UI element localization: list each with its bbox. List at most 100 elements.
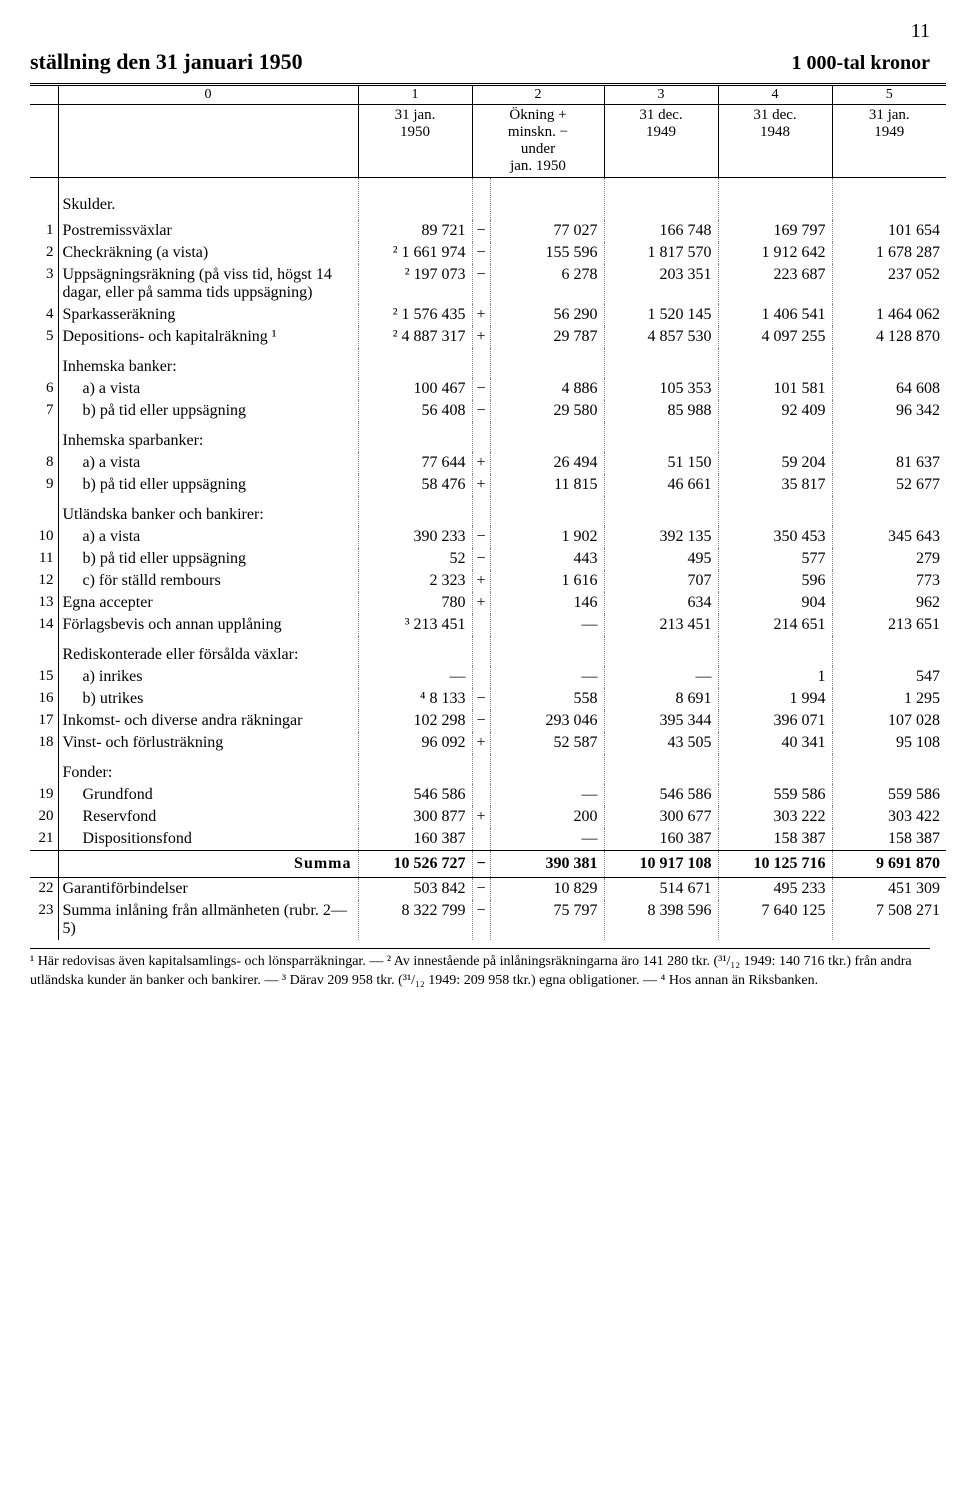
cell-c1: 390 233	[358, 526, 472, 548]
head-c4: 31 dec. 1948	[718, 105, 832, 178]
coln-1: 1	[358, 85, 472, 105]
cell-c3: 546 586	[604, 784, 718, 806]
cell-c5: 1 464 062	[832, 304, 946, 326]
coln-3: 3	[604, 85, 718, 105]
row-index: 9	[30, 474, 58, 496]
row-label: b) på tid eller uppsägning	[58, 474, 358, 496]
cell-c3: 203 351	[604, 264, 718, 304]
table-row: 2Checkräkning (a vista)² 1 661 974−155 5…	[30, 242, 946, 264]
table-row: 23Summa inlåning från allmänheten (rubr.…	[30, 900, 946, 940]
cell-sign: −	[472, 900, 490, 940]
cell-sign: −	[472, 878, 490, 901]
summa-c5: 9 691 870	[832, 851, 946, 878]
cell-sign	[472, 614, 490, 636]
cell-c3: 634	[604, 592, 718, 614]
table-row: 7b) på tid eller uppsägning56 408−29 580…	[30, 400, 946, 422]
cell-c5: 559 586	[832, 784, 946, 806]
row-index: 19	[30, 784, 58, 806]
cell-c2: 77 027	[490, 220, 604, 242]
cell-c4: 7 640 125	[718, 900, 832, 940]
cell-c5: 279	[832, 548, 946, 570]
table-row: Fonder:	[30, 754, 946, 784]
table-row: 18Vinst- och förlusträkning96 092+52 587…	[30, 732, 946, 754]
cell-c5: 773	[832, 570, 946, 592]
row-label: Grundfond	[58, 784, 358, 806]
cell-c4: 1	[718, 666, 832, 688]
cell-c4: 1 994	[718, 688, 832, 710]
head-c5: 31 jan. 1949	[832, 105, 946, 178]
group-label: Rediskonterade eller försålda växlar:	[58, 636, 358, 666]
table-row: 8a) a vista77 644+26 49451 15059 20481 6…	[30, 452, 946, 474]
cell-c5: 1 295	[832, 688, 946, 710]
row-label: b) utrikes	[58, 688, 358, 710]
cell-c3: 4 857 530	[604, 326, 718, 348]
cell-c3: 392 135	[604, 526, 718, 548]
cell-c2: 443	[490, 548, 604, 570]
cell-c5: 96 342	[832, 400, 946, 422]
cell-c1: ² 197 073	[358, 264, 472, 304]
cell-c2: 200	[490, 806, 604, 828]
cell-c3: 707	[604, 570, 718, 592]
cell-c3: 166 748	[604, 220, 718, 242]
cell-c4: 1 406 541	[718, 304, 832, 326]
cell-sign: −	[472, 526, 490, 548]
row-label: a) inrikes	[58, 666, 358, 688]
table-row: 20Reservfond300 877+200300 677303 222303…	[30, 806, 946, 828]
row-index: 17	[30, 710, 58, 732]
summa-row: Summa10 526 727−390 38110 917 10810 125 …	[30, 851, 946, 878]
cell-c2: 26 494	[490, 452, 604, 474]
row-index: 21	[30, 828, 58, 851]
cell-c1: 2 323	[358, 570, 472, 592]
cell-c4: 35 817	[718, 474, 832, 496]
cell-sign: +	[472, 326, 490, 348]
group-label: Utländska banker och bankirer:	[58, 496, 358, 526]
cell-c5: 1 678 287	[832, 242, 946, 264]
row-index: 7	[30, 400, 58, 422]
row-index: 1	[30, 220, 58, 242]
cell-c2: 155 596	[490, 242, 604, 264]
table-row: Inhemska sparbanker:	[30, 422, 946, 452]
cell-c2: 29 787	[490, 326, 604, 348]
cell-c3: 8 691	[604, 688, 718, 710]
row-label: b) på tid eller uppsägning	[58, 548, 358, 570]
summa-label: Summa	[58, 851, 358, 878]
row-label: c) för ställd rembours	[58, 570, 358, 592]
row-label: a) a vista	[58, 378, 358, 400]
cell-c5: 64 608	[832, 378, 946, 400]
row-index: 11	[30, 548, 58, 570]
cell-c1: —	[358, 666, 472, 688]
cell-c4: 559 586	[718, 784, 832, 806]
cell-c1: 780	[358, 592, 472, 614]
cell-c5: 7 508 271	[832, 900, 946, 940]
row-index: 4	[30, 304, 58, 326]
head-c3: 31 dec. 1949	[604, 105, 718, 178]
row-index: 6	[30, 378, 58, 400]
title-row: ställning den 31 januari 1950 1 000-tal …	[30, 49, 930, 75]
group-label: Inhemska sparbanker:	[58, 422, 358, 452]
section-title-row: Skulder.	[30, 178, 946, 221]
cell-c5: 95 108	[832, 732, 946, 754]
cell-c4: 158 387	[718, 828, 832, 851]
row-label: Depositions- och kapitalräkning ¹	[58, 326, 358, 348]
table-row: 19Grundfond546 586—546 586559 586559 586	[30, 784, 946, 806]
row-label: Reservfond	[58, 806, 358, 828]
cell-c1: ² 4 887 317	[358, 326, 472, 348]
cell-c4: 495 233	[718, 878, 832, 901]
cell-c3: 213 451	[604, 614, 718, 636]
cell-sign	[472, 828, 490, 851]
cell-c3: 85 988	[604, 400, 718, 422]
table-row: 3Uppsägningsräkning (på viss tid, högst …	[30, 264, 946, 304]
row-label: Vinst- och förlusträkning	[58, 732, 358, 754]
cell-c3: 51 150	[604, 452, 718, 474]
cell-c3: 395 344	[604, 710, 718, 732]
table-row: 14Förlagsbevis och annan upplåning³ 213 …	[30, 614, 946, 636]
cell-sign: −	[472, 710, 490, 732]
cell-c2: 1 616	[490, 570, 604, 592]
summa-c4: 10 125 716	[718, 851, 832, 878]
row-label: b) på tid eller uppsägning	[58, 400, 358, 422]
cell-c4: 40 341	[718, 732, 832, 754]
cell-c2: —	[490, 828, 604, 851]
cell-sign: +	[472, 452, 490, 474]
table-row: 1Postremissväxlar89 721−77 027166 748169…	[30, 220, 946, 242]
footnotes: ¹ Här redovisas även kapitalsamlings- oc…	[30, 948, 930, 991]
